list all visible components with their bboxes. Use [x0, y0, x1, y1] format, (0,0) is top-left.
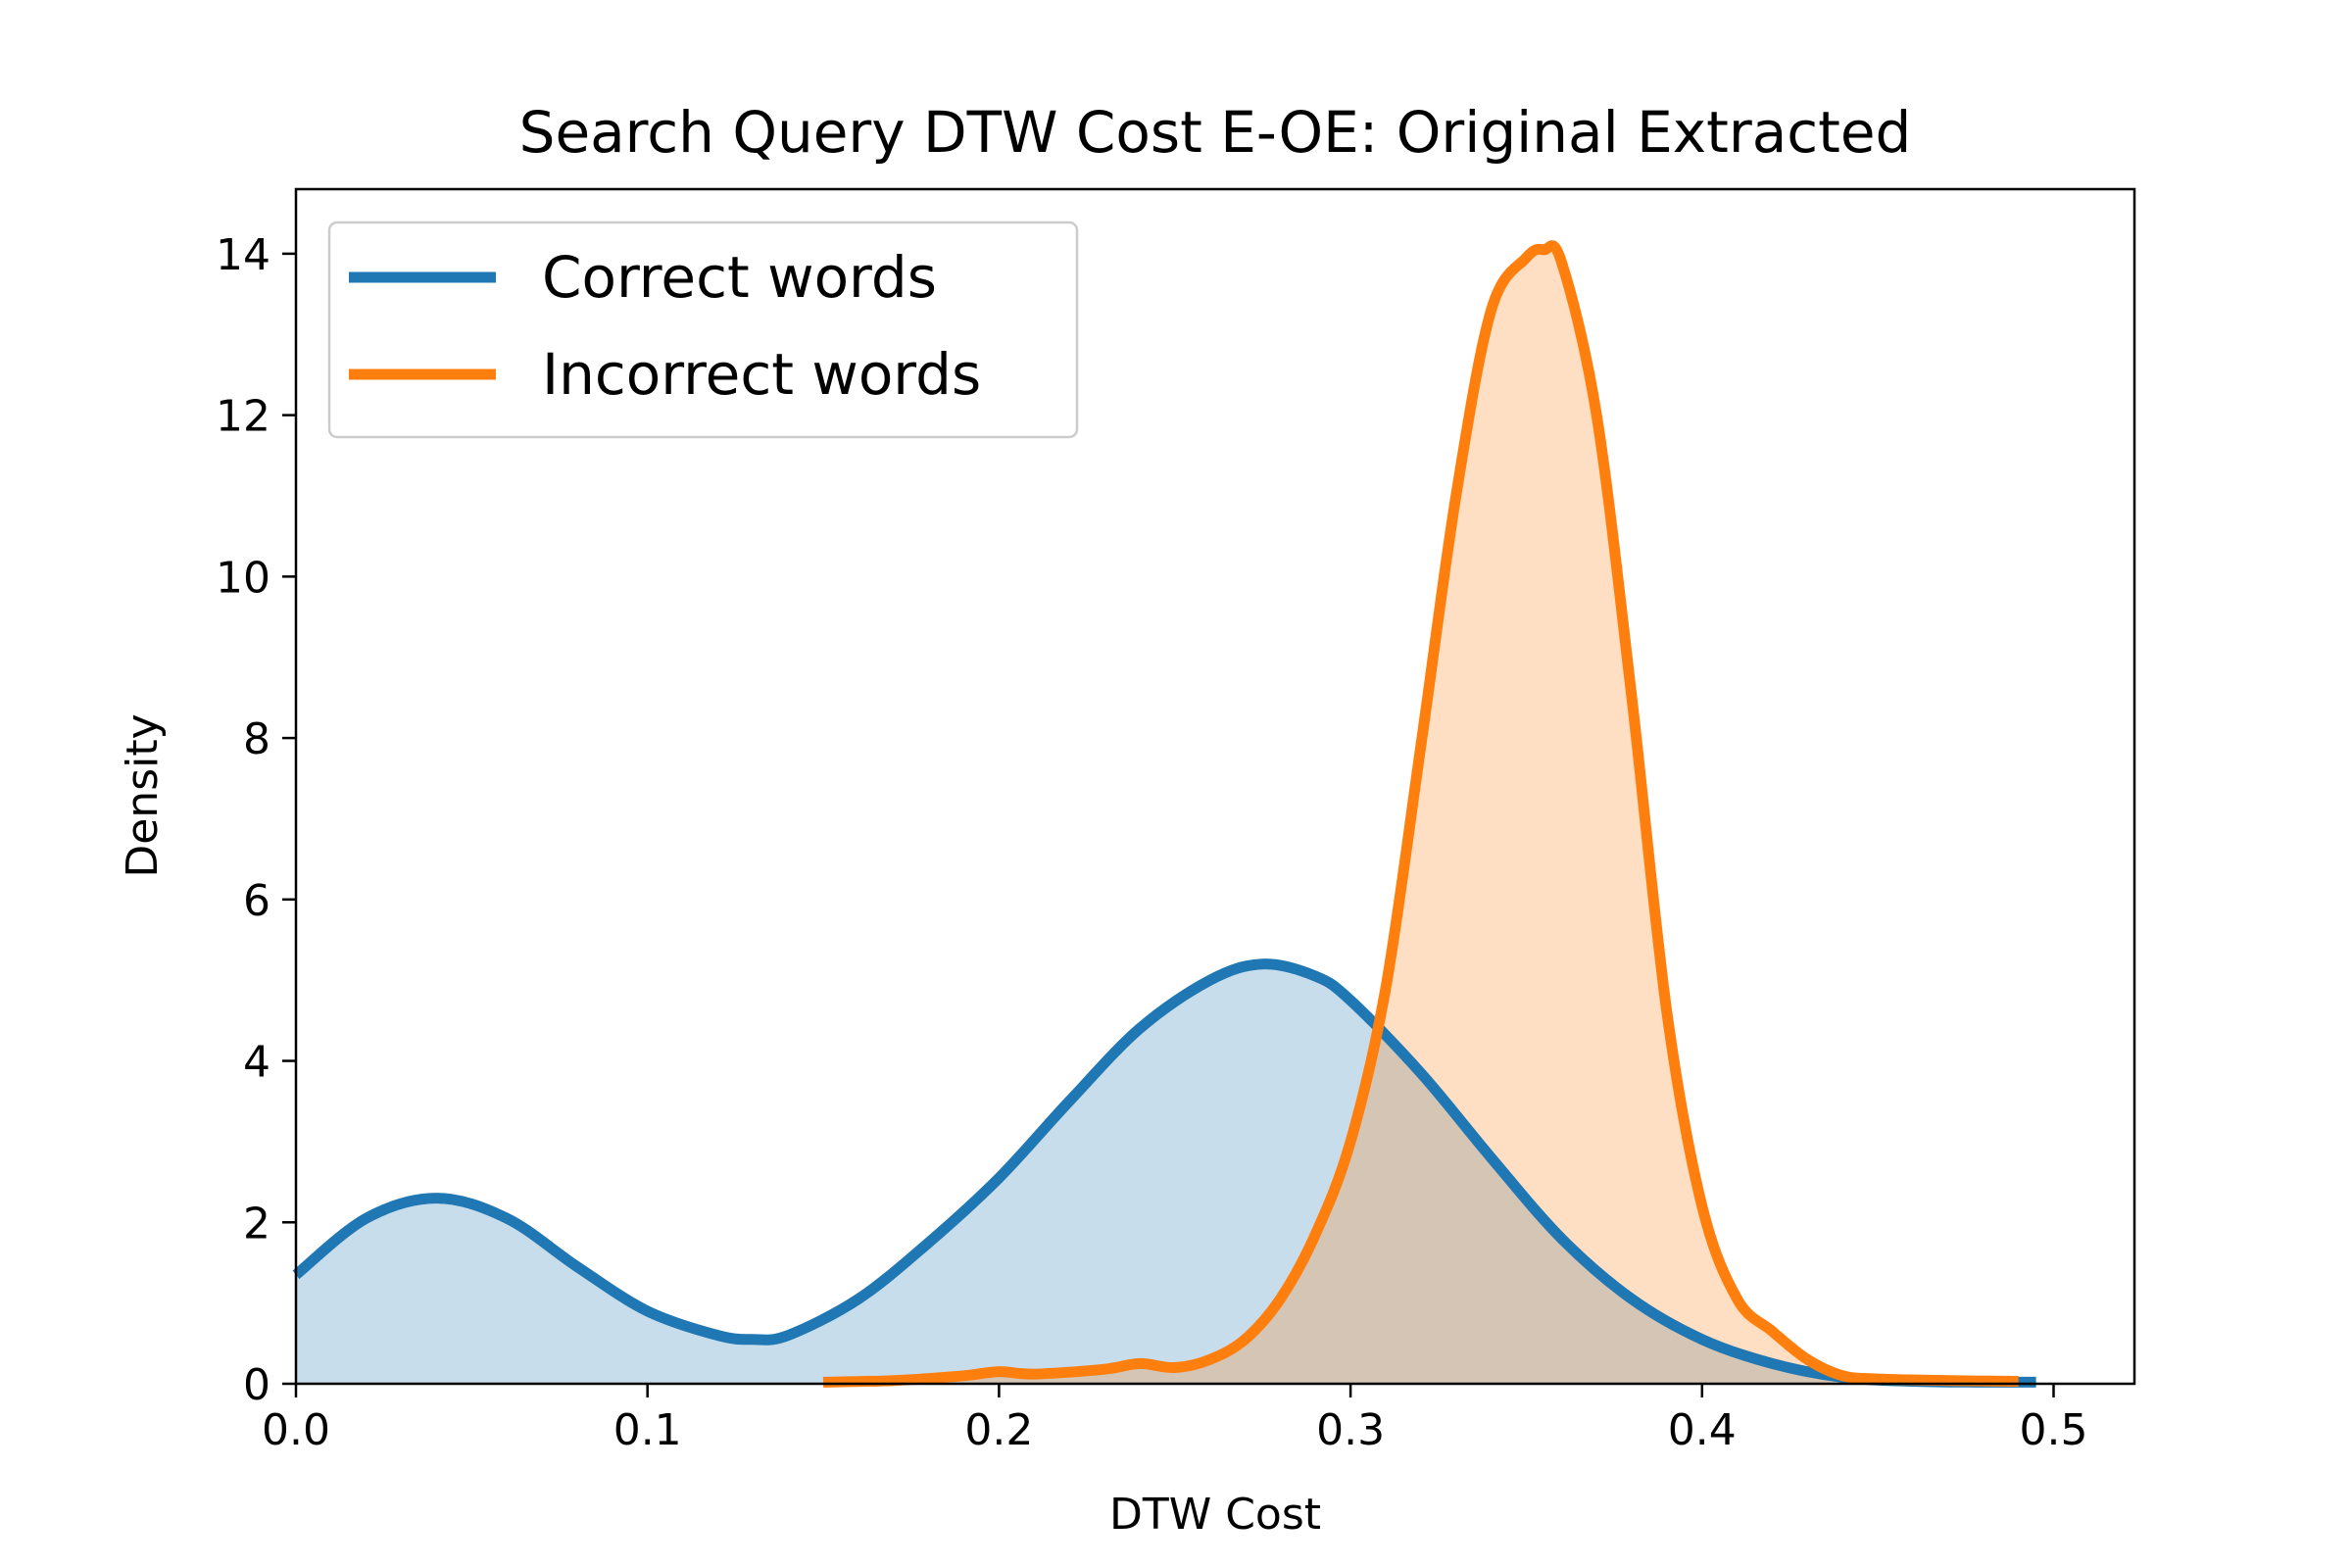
x-tick-label: 0.2: [964, 1405, 1033, 1455]
y-tick-label: 10: [216, 553, 270, 603]
series-lines: [292, 240, 2036, 1388]
chart-title: Search Query DTW Cost E-OE: Original Ext…: [519, 99, 1912, 166]
x-axis-label: DTW Cost: [1109, 1490, 1321, 1540]
x-tick-label: 0.5: [2020, 1405, 2088, 1455]
legend-label: Incorrect words: [542, 341, 981, 408]
y-tick-label: 4: [243, 1038, 270, 1088]
x-tick-label: 0.0: [262, 1405, 330, 1455]
y-tick-label: 12: [216, 392, 270, 442]
y-axis-label: Density: [118, 713, 168, 877]
plot-frame: [294, 187, 2136, 1386]
series-line-0: [292, 958, 2036, 1388]
y-tick-label: 14: [216, 230, 270, 280]
y-tick-label: 8: [243, 714, 270, 764]
legend-label: Correct words: [542, 244, 937, 311]
y-tick-label: 0: [243, 1360, 270, 1410]
legend-box: [327, 220, 1079, 439]
x-tick-label: 0.4: [1668, 1405, 1737, 1455]
series-line-1: [822, 240, 2019, 1388]
y-tick-label: 2: [243, 1199, 270, 1249]
legend: Correct words Incorrect words: [327, 220, 1079, 439]
x-tick-label: 0.3: [1316, 1405, 1385, 1455]
series-fill-1: [823, 245, 2019, 1385]
y-tick-label: 6: [243, 876, 270, 926]
x-tick-label: 0.1: [613, 1405, 682, 1455]
y-axis: 0 2 4 6 8 10 12 14: [216, 230, 296, 1410]
x-axis: 0.0 0.1 0.2 0.3 0.4 0.5: [262, 1384, 2087, 1455]
